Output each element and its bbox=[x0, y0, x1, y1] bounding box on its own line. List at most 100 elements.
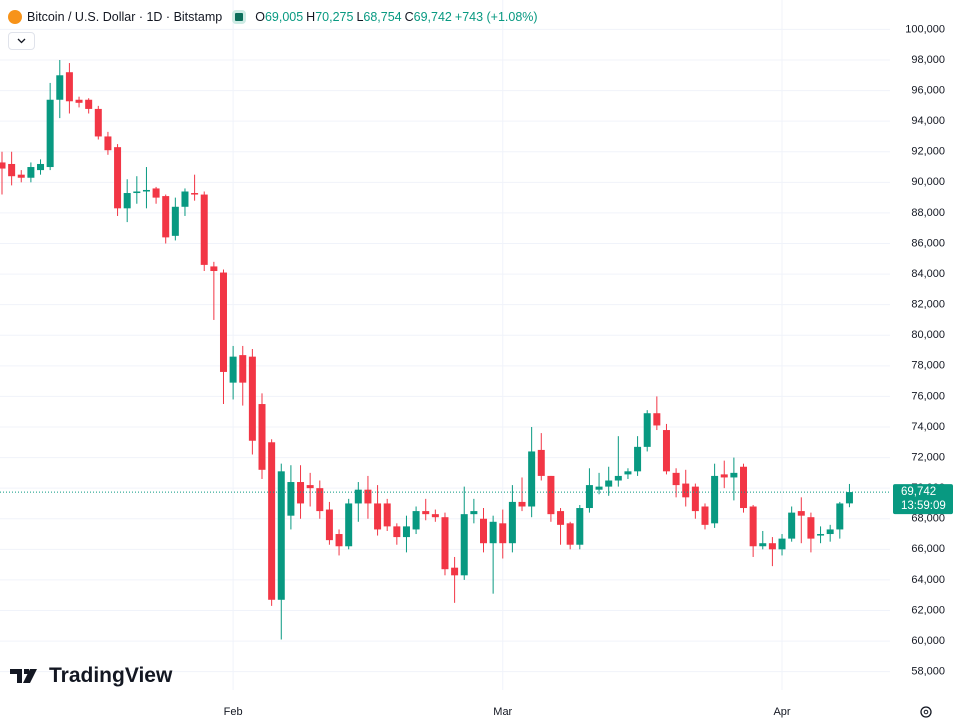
candle-body bbox=[94, 108, 102, 137]
y-tick-label: 82,000 bbox=[911, 299, 945, 311]
candle-body bbox=[412, 511, 420, 530]
candle-body bbox=[277, 471, 285, 600]
candle-body bbox=[711, 475, 719, 524]
y-tick-label: 86,000 bbox=[911, 237, 945, 249]
y-tick-label: 74,000 bbox=[911, 421, 945, 433]
candle-body bbox=[287, 482, 295, 516]
candle-body bbox=[788, 512, 796, 539]
y-tick-label: 84,000 bbox=[911, 268, 945, 280]
y-tick-label: 78,000 bbox=[911, 360, 945, 372]
candle-body bbox=[431, 514, 439, 518]
candle-body bbox=[17, 174, 25, 178]
candle-body bbox=[537, 449, 545, 476]
candle-body bbox=[643, 413, 651, 447]
candle-body bbox=[730, 472, 738, 478]
brand-name: TradingView bbox=[49, 664, 173, 687]
candle-body bbox=[566, 523, 574, 545]
ohlc-value: 69,742 bbox=[413, 10, 452, 24]
x-tick-label: Mar bbox=[493, 706, 512, 718]
candle-body bbox=[383, 503, 391, 527]
candle-body bbox=[557, 511, 565, 525]
candle-body bbox=[142, 189, 150, 192]
y-tick-label: 60,000 bbox=[911, 635, 945, 647]
candle-body bbox=[740, 466, 748, 509]
candle-body bbox=[701, 506, 709, 525]
candle-body bbox=[845, 492, 853, 504]
candle-body bbox=[210, 266, 218, 272]
y-tick-label: 80,000 bbox=[911, 329, 945, 341]
candle-body bbox=[248, 356, 256, 441]
candle-body bbox=[56, 75, 64, 100]
candle-body bbox=[836, 503, 844, 530]
candle-body bbox=[460, 514, 468, 576]
collapse-button[interactable] bbox=[8, 32, 35, 50]
candle-body bbox=[470, 511, 478, 515]
ohlc-prefix: O bbox=[255, 10, 265, 24]
candle-body bbox=[46, 99, 54, 168]
candle-body bbox=[624, 471, 632, 475]
ohlc-value: 69,005 bbox=[264, 10, 304, 24]
candle-body bbox=[306, 485, 314, 489]
candle-body bbox=[325, 509, 333, 541]
ohlc-values: O69,005 H70,275 L68,754 C69,742 bbox=[252, 10, 452, 24]
y-tick-label: 64,000 bbox=[911, 574, 945, 586]
price-label-box bbox=[893, 484, 953, 515]
candle-body bbox=[133, 191, 141, 194]
candle-body bbox=[37, 163, 45, 171]
candle-body bbox=[268, 442, 276, 600]
candle-body bbox=[374, 503, 382, 530]
candle-body bbox=[826, 529, 834, 535]
candle-body bbox=[759, 543, 767, 547]
candle-body bbox=[653, 413, 661, 426]
candle-body bbox=[749, 506, 757, 547]
settings-dot bbox=[923, 709, 929, 715]
candle-body bbox=[547, 475, 555, 515]
candle-body bbox=[691, 486, 699, 512]
y-tick-label: 72,000 bbox=[911, 451, 945, 463]
candle-body bbox=[191, 193, 199, 195]
x-tick-label: Feb bbox=[224, 706, 243, 718]
candle-body bbox=[595, 486, 603, 490]
candle-body bbox=[778, 538, 786, 550]
y-tick-label: 92,000 bbox=[911, 146, 945, 158]
candle-body bbox=[114, 147, 122, 209]
candle-body bbox=[123, 193, 131, 209]
candle-body bbox=[65, 72, 73, 102]
candle-body bbox=[219, 272, 227, 372]
brand: TradingView bbox=[10, 664, 172, 688]
candle-body bbox=[768, 543, 776, 550]
ohlc-prefix: L bbox=[356, 10, 364, 24]
candle-body bbox=[335, 534, 343, 547]
candle-body bbox=[200, 194, 208, 265]
candle-body bbox=[807, 517, 815, 539]
candle-body bbox=[499, 523, 507, 544]
y-tick-label: 66,000 bbox=[911, 543, 945, 555]
candle-body bbox=[316, 488, 324, 512]
candle-body bbox=[171, 206, 179, 236]
candle-body bbox=[441, 517, 449, 570]
candle-body bbox=[85, 99, 93, 109]
y-tick-label: 76,000 bbox=[911, 390, 945, 402]
candle-body bbox=[229, 356, 237, 383]
y-tick-label: 98,000 bbox=[911, 54, 945, 66]
candle-body bbox=[576, 508, 584, 545]
y-tick-label: 88,000 bbox=[911, 207, 945, 219]
candle-body bbox=[634, 446, 642, 472]
candle-body bbox=[75, 99, 83, 103]
candle-body bbox=[104, 136, 112, 151]
candle-body bbox=[817, 534, 825, 536]
candle-body bbox=[258, 404, 266, 470]
change: +743 (+1.08%) bbox=[454, 10, 538, 24]
chevron bbox=[17, 38, 26, 44]
candle-body bbox=[672, 472, 680, 486]
candle-body bbox=[528, 451, 536, 507]
brand-logo bbox=[10, 669, 37, 683]
candle-body bbox=[480, 518, 487, 544]
candle-body bbox=[152, 188, 160, 198]
candle-body bbox=[364, 489, 372, 504]
x-tick-label: Apr bbox=[773, 706, 790, 718]
candle-body bbox=[181, 191, 189, 207]
y-tick-label: 96,000 bbox=[911, 84, 945, 96]
candle-body bbox=[585, 485, 593, 509]
candle-body bbox=[508, 501, 516, 544]
